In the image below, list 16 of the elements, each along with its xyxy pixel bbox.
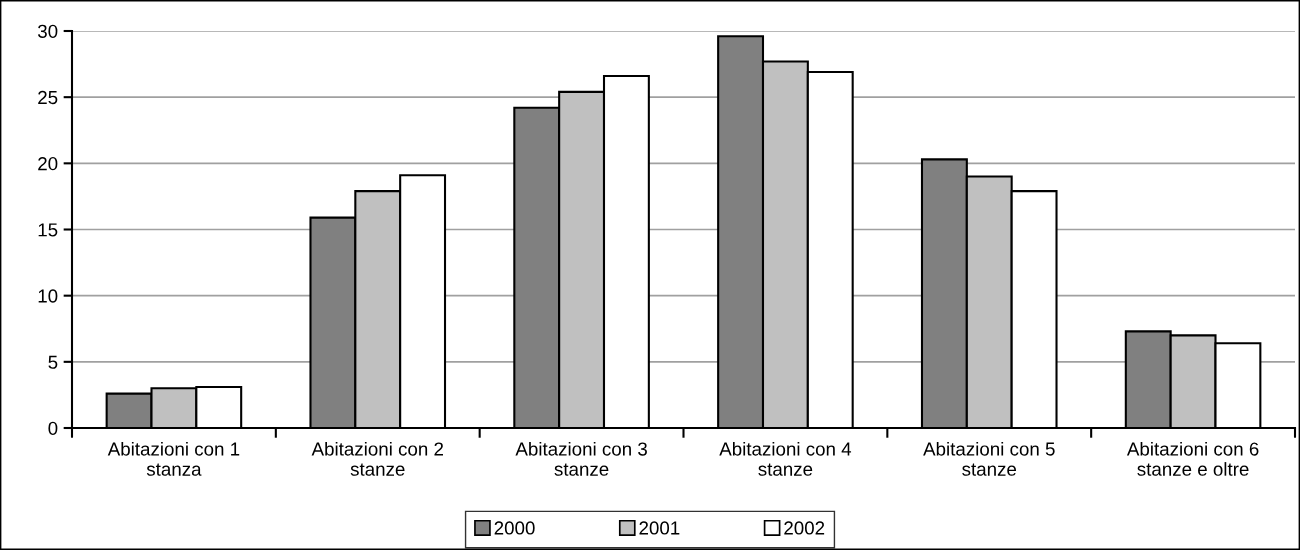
y-tick-label: 30 — [37, 24, 58, 38]
y-tick-label: 10 — [38, 289, 58, 303]
x-tick-label: Abitazioni con 1 stanza — [107, 441, 240, 476]
y-tick-label: 5 — [48, 355, 58, 369]
x-tick-label: Abitazioni con 2 stanze — [311, 441, 443, 476]
legend-label: 2001 — [639, 521, 680, 535]
x-tick-label: Abitazioni con 5 stanze — [923, 441, 1055, 476]
x-tick-label: Abitazioni con 6 stanze e oltre — [1126, 441, 1259, 476]
legend-label: 2000 — [494, 521, 535, 535]
y-tick-label: 15 — [38, 223, 58, 237]
y-tick-label: 0 — [48, 421, 58, 435]
y-tick-label: 20 — [38, 157, 58, 171]
x-tick-label: Abitazioni con 3 stanze — [515, 441, 647, 476]
legend-label: 2002 — [784, 521, 825, 535]
y-tick-label: 25 — [38, 90, 58, 105]
x-tick-label: Abitazioni con 4 stanze — [719, 441, 852, 476]
